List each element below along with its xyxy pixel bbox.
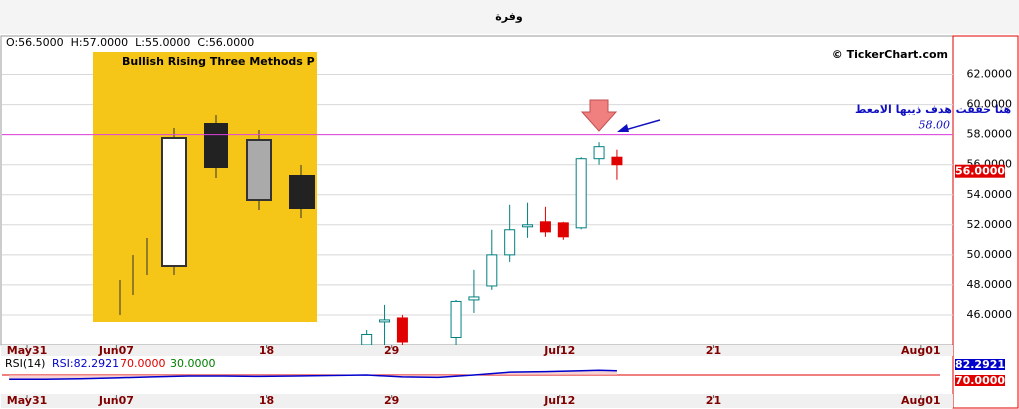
candle-body [396,317,408,343]
y-tick-label: 58.0000 [967,128,1013,141]
candle-body [504,229,516,256]
candle-body [593,146,605,160]
rsi-line [9,369,617,381]
annotation: هنا حققت هدف ذيبها الامعط [855,103,1011,116]
inset-candle [204,123,228,168]
rsi-last-box [955,359,1005,370]
candle-body [522,224,534,228]
annotation-arrow [624,119,661,131]
inset-title: Bullish Rising Three Methods P [122,55,315,68]
x-tick-label: 21 [706,394,721,407]
rsi-level-label: 70.0000 [120,357,166,370]
x-tick-label: 18 [259,344,274,357]
x-tick-label: 29 [384,394,399,407]
x-tick-label: Jul12 [543,344,575,357]
y-tick-label: 60.0000 [967,98,1013,111]
rsi-level-box [955,375,1005,386]
x-tick-label: Aug01 [901,344,941,357]
y-tick-label: 48.0000 [967,278,1013,291]
x-axis-band [1,345,953,356]
marker-arrow [580,99,618,132]
rsi-last-label: 82.2921 [955,358,1005,371]
candle-body [379,319,391,323]
x-tick-label: Jun07 [98,344,134,357]
y-tick-label: 50.0000 [967,248,1013,261]
watermark: © TickerChart.com [832,48,948,61]
candle-body [361,333,373,345]
y-tick-label: 46.0000 [967,308,1013,321]
x-tick-label: 29 [384,344,399,357]
y-tick-label: 52.0000 [967,218,1013,231]
x-tick-label: Aug01 [901,394,941,407]
candle-body [486,254,498,287]
inset-bg [93,52,317,322]
candle-body [468,296,480,301]
rsi-level-label: 30.0000 [170,357,216,370]
y-tick-label: 62.0000 [967,68,1013,81]
candle-body [539,221,551,233]
reference-label: 58.00 [919,119,951,132]
candle-body [450,300,462,338]
x-tick-label: Jun07 [98,394,134,407]
last-price-box [955,164,1005,178]
inset-candle [246,139,272,201]
chart-title: وفرة [495,10,523,23]
candle-body [557,222,569,238]
pattern-image: Bullish Rising Three Methods P [93,52,317,322]
rsi-panel [2,369,940,381]
rsi-label: RSI:82.2921 [52,357,119,370]
x-tick-label: May31 [7,344,48,357]
title-bar [0,0,1019,34]
candles [361,142,623,345]
candle-body [611,156,623,166]
rsi-level-axis-label: 70.0000 [955,374,1005,387]
x-tick-label: 18 [259,394,274,407]
y-tick-label: 54.0000 [967,188,1013,201]
x-tick-label: Jul12 [543,394,575,407]
inset-candle [289,175,315,209]
last-price-label: 56.0000 [955,165,1005,178]
x-axis-band [1,394,953,408]
candle-body [575,158,587,229]
x-tick-label: May31 [7,394,48,407]
rsi-name: RSI(14) [5,357,45,370]
annotation-arrowhead [617,124,629,132]
x-tick-label: 21 [706,344,721,357]
price-axis-frame [952,35,1019,409]
ohlc-header: O:56.5000 H:57.0000 L:55.0000 C:56.0000 [6,36,254,49]
inset-candle [161,137,187,267]
